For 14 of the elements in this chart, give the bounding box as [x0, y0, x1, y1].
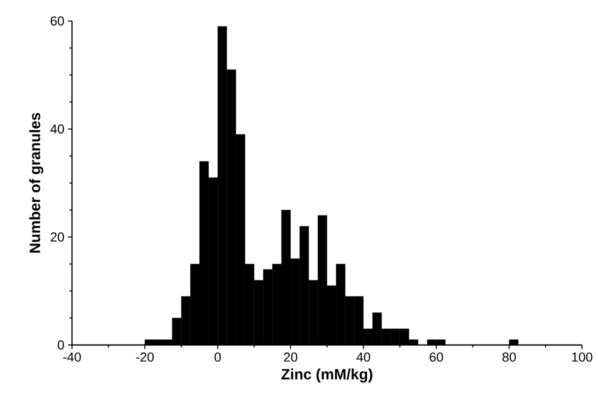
- x-tick-label: 80: [502, 352, 516, 362]
- y-tick-label: 60: [50, 16, 64, 26]
- y-tick-label: 0: [58, 340, 64, 350]
- y-tick-label: 40: [50, 124, 64, 134]
- x-tick-label: 20: [284, 352, 298, 362]
- y-tick-label: 20: [50, 232, 64, 242]
- x-tick-label: 100: [572, 352, 592, 362]
- x-tick-label: -40: [63, 352, 81, 362]
- x-tick-label: -20: [136, 352, 154, 362]
- x-tick-label: 40: [356, 352, 370, 362]
- y-axis-title: Number of granules: [29, 113, 44, 253]
- x-tick-label: 60: [430, 352, 443, 362]
- x-axis-title: Zinc (mM/kg): [281, 368, 372, 383]
- x-tick-label: 0: [214, 352, 221, 362]
